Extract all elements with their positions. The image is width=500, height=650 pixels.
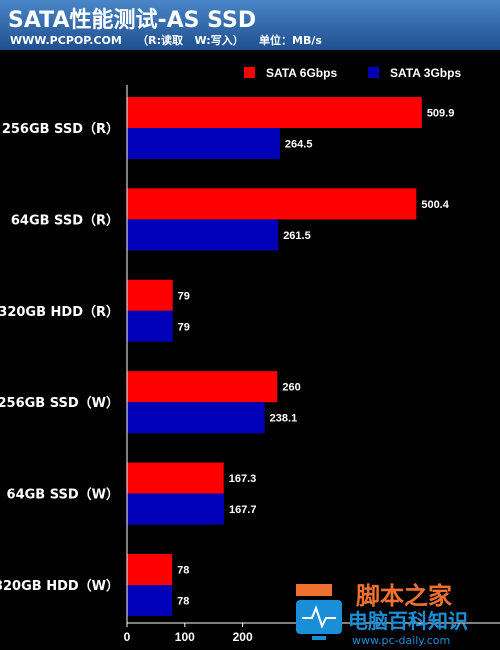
watermark-stripe [296,584,332,596]
legend-label-1: SATA 6Gbps [266,66,337,80]
bar [127,402,265,434]
legend-swatch-2 [368,67,379,78]
data-label: 264.5 [285,139,313,151]
legend-label-2: SATA 3Gbps [390,66,461,80]
data-label: 78 [177,565,189,577]
bar [127,554,173,585]
bar [127,462,224,494]
category-label: 64GB SSD（W） [7,487,119,503]
category-label: 320GB HDD（R） [0,304,119,320]
data-label: 79 [178,290,190,302]
data-label: 238.1 [270,413,298,425]
bar [127,493,224,525]
chart-subtitle: WWW.PCPOP.COM （R:读取 W:写入） 单位：MB/s [10,34,322,47]
watermark-line1: 脚本之家 [356,582,452,610]
watermark-url: www.pc-daily.com [352,634,450,647]
data-label: 260 [282,382,300,394]
data-label: 509.9 [427,108,455,120]
data-label: 500.4 [421,199,449,211]
x-tick-label: 100 [175,630,195,644]
bar [127,310,173,342]
bar [127,279,173,311]
bar-chart: SATA 6Gbps SATA 3Gbps 509.9 264.5 256GB SSD（… [0,66,500,644]
bar [127,188,417,220]
bar [127,585,173,616]
bar [127,128,280,159]
data-label: 167.7 [229,504,257,516]
category-label: 320GB HDD（W） [0,578,119,594]
monitor-stand-icon [312,636,326,640]
chart-title: SATA性能测试-AS SSD [8,8,257,33]
data-label: 79 [178,321,190,333]
data-label: 261.5 [283,230,311,242]
data-label: 78 [177,596,189,608]
bar [127,371,278,403]
bar [127,97,422,128]
category-label: 64GB SSD（R） [11,212,119,228]
category-label: 256GB SSD（W） [0,395,119,411]
pulse-icon [302,605,336,629]
bar [127,219,279,251]
data-label: 167.3 [229,473,257,485]
x-tick-label: 0 [124,630,131,644]
chart-header: SATA性能测试-AS SSD WWW.PCPOP.COM （R:读取 W:写入… [0,0,500,50]
watermark-logo: 脚本之家 电脑百科知识 www.pc-daily.com [296,582,468,647]
watermark-line2: 电脑百科知识 [348,609,468,633]
category-label: 256GB SSD（R） [2,121,119,137]
legend-swatch-1 [244,67,255,78]
x-tick-label: 200 [233,630,253,644]
